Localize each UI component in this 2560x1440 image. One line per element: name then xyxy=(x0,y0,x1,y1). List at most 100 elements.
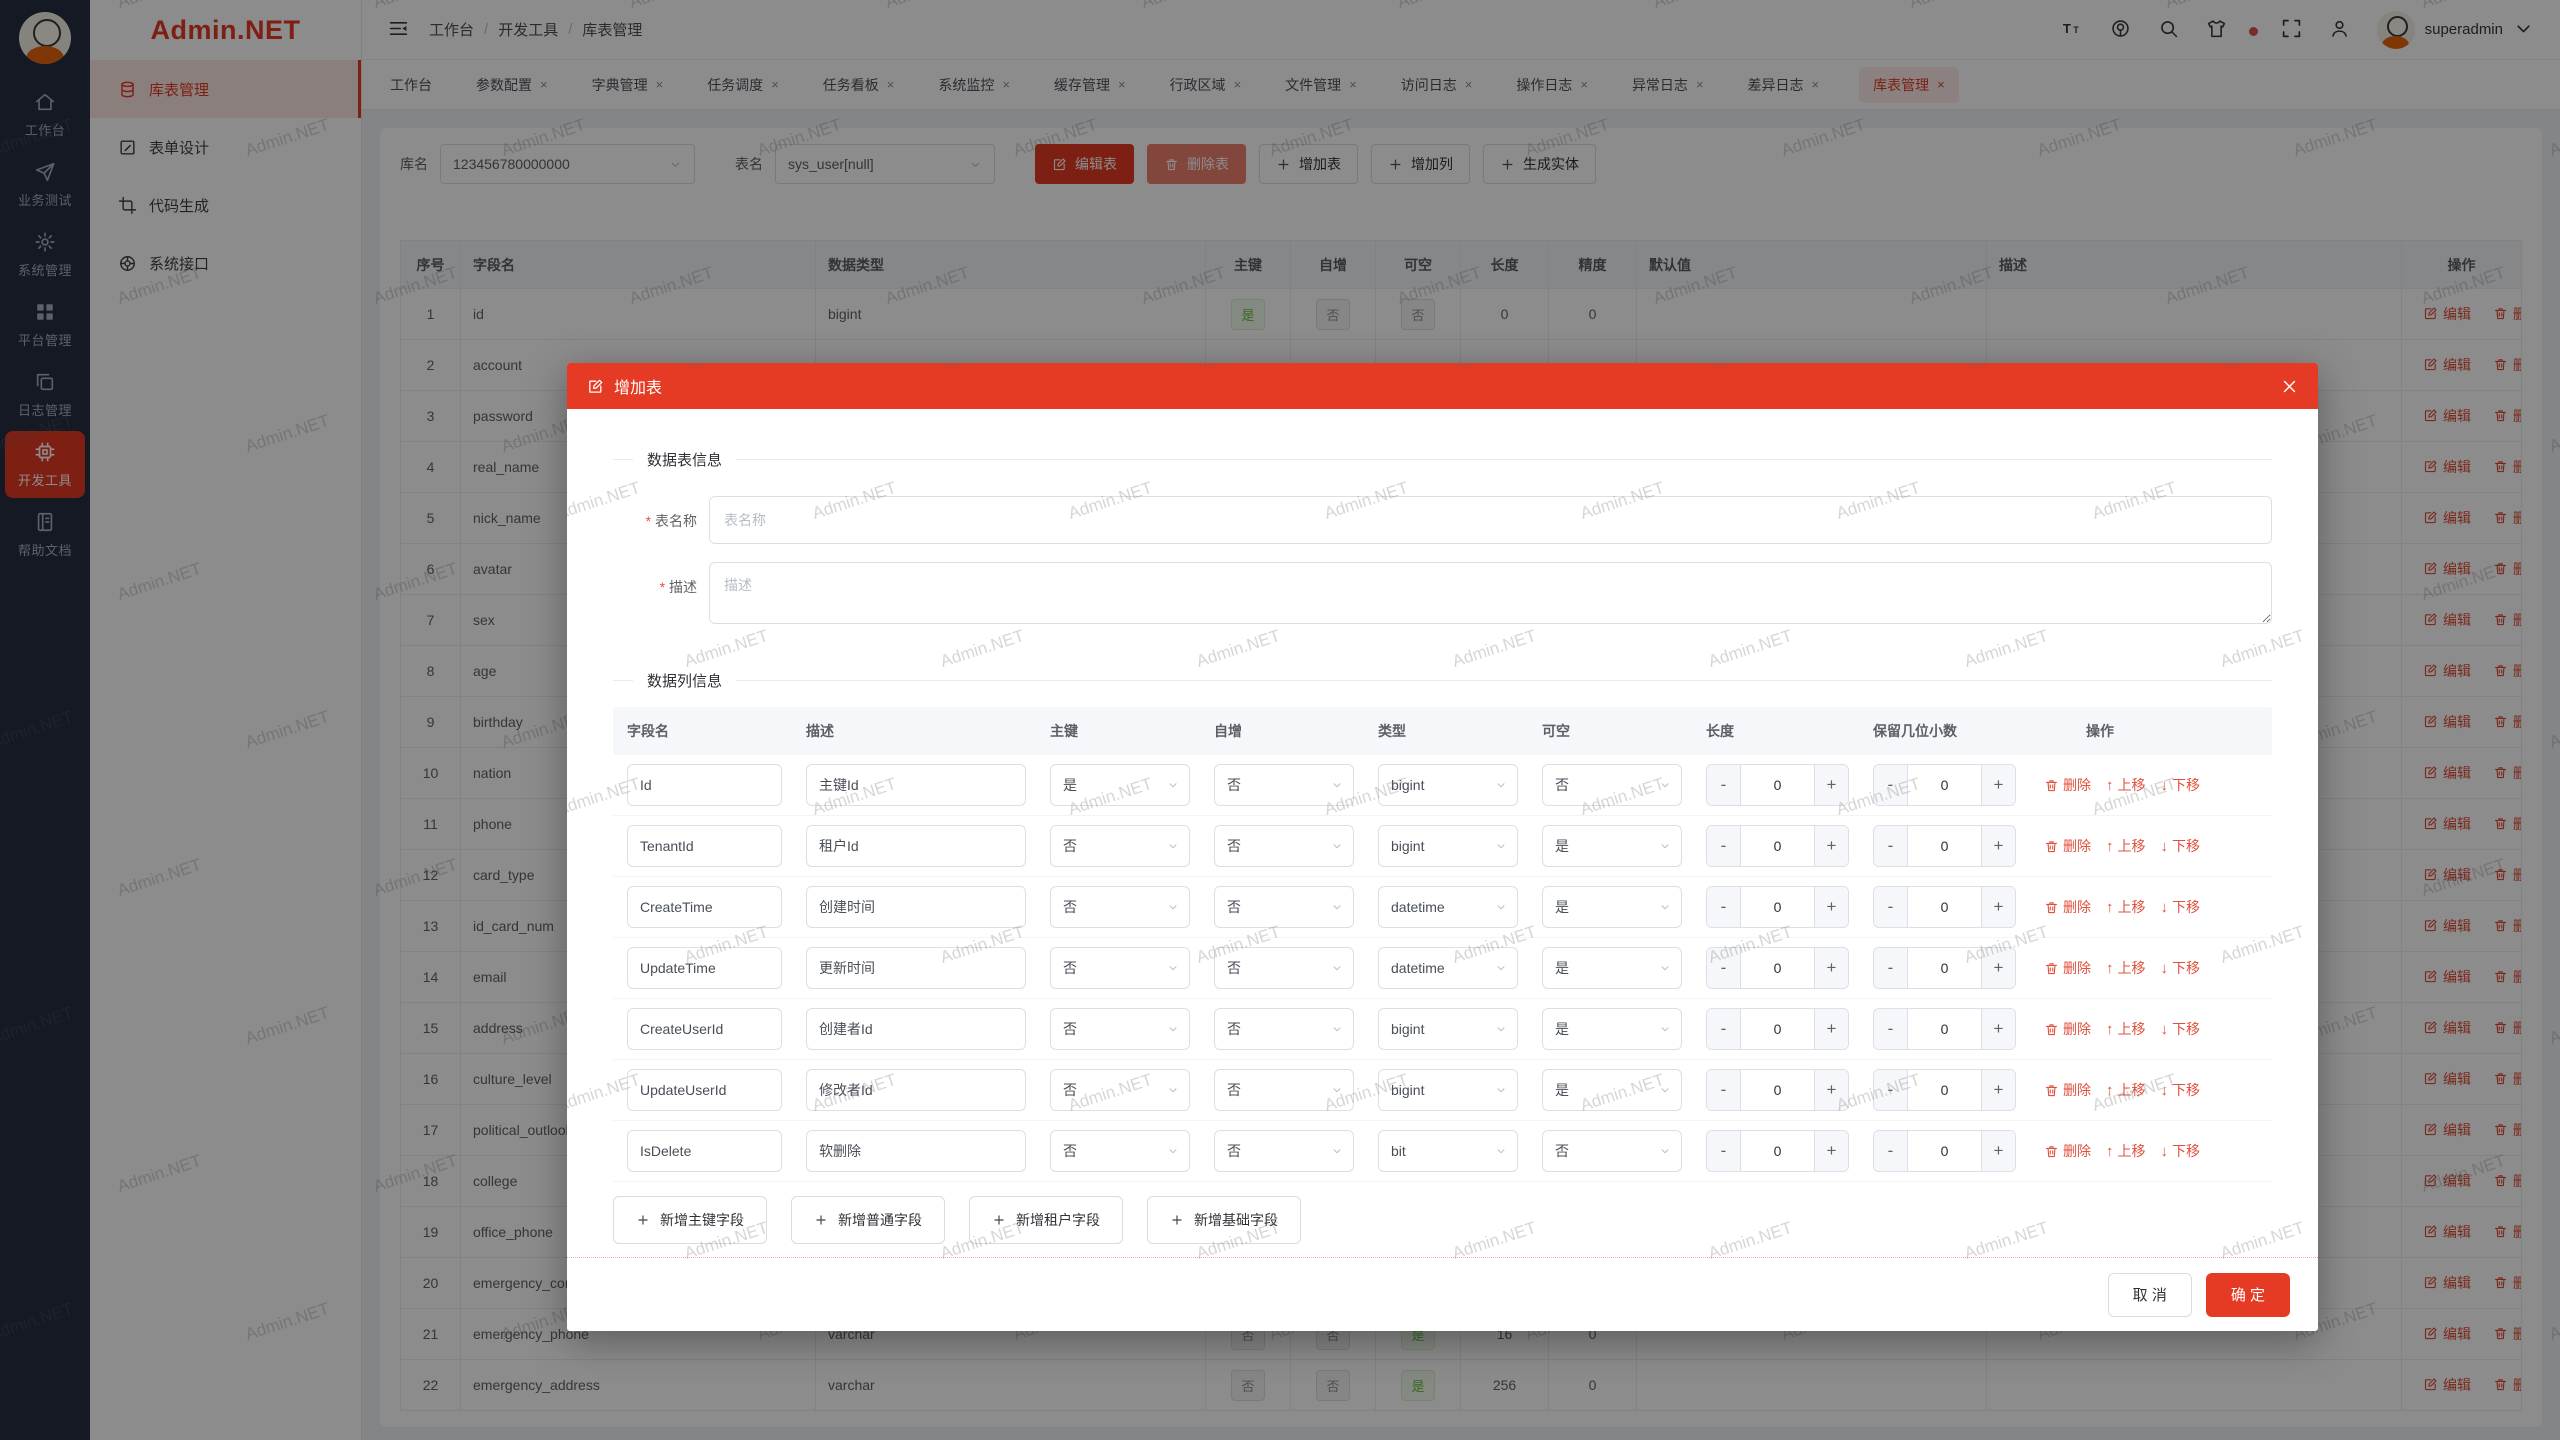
tab-close-icon[interactable]: × xyxy=(1695,77,1704,92)
sidebar-item-1[interactable]: 表单设计 xyxy=(90,118,361,176)
row-delete-button[interactable]: 删除 xyxy=(2493,355,2521,375)
rail-item-0[interactable]: 工作台 xyxy=(5,81,85,148)
row-delete-button[interactable]: 删除 xyxy=(2493,814,2521,834)
autoincrement-select[interactable]: 否 xyxy=(1214,1008,1354,1050)
decimals-stepper[interactable]: - 0 + xyxy=(1873,1130,2016,1172)
plus-icon[interactable]: + xyxy=(1814,887,1848,927)
dialog-close-icon[interactable] xyxy=(2281,378,2298,395)
type-select[interactable]: bigint xyxy=(1378,1008,1518,1050)
tab-close-icon[interactable]: × xyxy=(1580,77,1588,92)
minus-icon[interactable]: - xyxy=(1874,948,1908,988)
row-delete-button[interactable]: 删除 xyxy=(2493,1222,2521,1242)
type-select[interactable]: bigint xyxy=(1378,1069,1518,1111)
nullable-select[interactable]: 否 xyxy=(1542,764,1682,806)
length-stepper[interactable]: - 0 + xyxy=(1706,1008,1849,1050)
plus-icon[interactable]: + xyxy=(1981,765,2015,805)
row-delete-button[interactable]: 删除 xyxy=(2493,1375,2521,1395)
autoincrement-select[interactable]: 否 xyxy=(1214,1130,1354,1172)
col-move-up-button[interactable]: ↑ 上移 xyxy=(2106,898,2146,916)
add-tenant-field-button[interactable]: 新增租户字段 xyxy=(969,1196,1123,1244)
decimals-stepper[interactable]: - 0 + xyxy=(1873,825,2016,867)
autoincrement-select[interactable]: 否 xyxy=(1214,825,1354,867)
row-delete-button[interactable]: 删除 xyxy=(2493,610,2521,630)
minus-icon[interactable]: - xyxy=(1707,765,1741,805)
rail-item-3[interactable]: 平台管理 xyxy=(5,291,85,358)
col-delete-button[interactable]: 删除 xyxy=(2044,1141,2091,1161)
row-delete-button[interactable]: 删除 xyxy=(2493,559,2521,579)
row-delete-button[interactable]: 删除 xyxy=(2493,661,2521,681)
row-edit-button[interactable]: 编辑 xyxy=(2423,661,2471,681)
row-edit-button[interactable]: 编辑 xyxy=(2423,610,2471,630)
rail-item-4[interactable]: 日志管理 xyxy=(5,361,85,428)
row-edit-button[interactable]: 编辑 xyxy=(2423,1069,2471,1089)
tab-item[interactable]: 任务看板 × xyxy=(819,67,899,103)
autoincrement-select[interactable]: 否 xyxy=(1214,1069,1354,1111)
autoincrement-select[interactable]: 否 xyxy=(1214,764,1354,806)
pk-select[interactable]: 否 xyxy=(1050,886,1190,928)
field-desc-input[interactable] xyxy=(806,886,1026,928)
field-desc-input[interactable] xyxy=(806,1069,1026,1111)
search-icon[interactable] xyxy=(2158,18,2179,42)
minus-icon[interactable]: - xyxy=(1874,1131,1908,1171)
col-move-down-button[interactable]: ↓ 下移 xyxy=(2160,898,2201,916)
col-move-up-button[interactable]: ↑ 上移 xyxy=(2106,1081,2146,1099)
minus-icon[interactable]: - xyxy=(1707,1070,1741,1110)
tab-item[interactable]: 缓存管理 × xyxy=(1050,67,1130,103)
tab-item[interactable]: 工作台 xyxy=(386,67,436,103)
tab-close-icon[interactable]: × xyxy=(1464,77,1473,92)
row-edit-button[interactable]: 编辑 xyxy=(2423,1222,2471,1242)
add-pk-field-button[interactable]: 新增主键字段 xyxy=(613,1196,767,1244)
confirm-button[interactable]: 确 定 xyxy=(2205,1272,2290,1317)
col-delete-button[interactable]: 删除 xyxy=(2044,836,2091,856)
db-select[interactable]: 123456780000000 xyxy=(440,144,695,184)
row-delete-button[interactable]: 删除 xyxy=(2493,712,2521,732)
col-delete-button[interactable]: 删除 xyxy=(2044,775,2091,795)
col-move-down-button[interactable]: ↓ 下移 xyxy=(2160,1020,2201,1038)
plus-icon[interactable]: + xyxy=(1981,1070,2015,1110)
row-delete-button[interactable]: 删除 xyxy=(2493,406,2521,426)
delete-table-button[interactable]: 删除表 xyxy=(1147,144,1246,184)
minus-icon[interactable]: - xyxy=(1707,1131,1741,1171)
decimals-stepper[interactable]: - 0 + xyxy=(1873,764,2016,806)
tab-item[interactable]: 访问日志 × xyxy=(1397,67,1477,103)
nullable-select[interactable]: 是 xyxy=(1542,947,1682,989)
tab-item[interactable]: 任务调度 × xyxy=(703,67,783,103)
plus-icon[interactable]: + xyxy=(1981,1131,2015,1171)
row-edit-button[interactable]: 编辑 xyxy=(2423,1375,2471,1395)
tab-item[interactable]: 差异日志 × xyxy=(1744,67,1824,103)
tab-close-icon[interactable]: × xyxy=(1811,77,1820,92)
col-delete-button[interactable]: 删除 xyxy=(2044,897,2091,917)
pk-select[interactable]: 否 xyxy=(1050,1069,1190,1111)
type-select[interactable]: datetime xyxy=(1378,947,1518,989)
table-name-input[interactable] xyxy=(709,496,2272,544)
row-delete-button[interactable]: 删除 xyxy=(2493,1273,2521,1293)
row-delete-button[interactable]: 删除 xyxy=(2493,457,2521,477)
row-delete-button[interactable]: 删除 xyxy=(2493,1171,2521,1191)
minus-icon[interactable]: - xyxy=(1707,1009,1741,1049)
autoincrement-select[interactable]: 否 xyxy=(1214,947,1354,989)
plus-icon[interactable]: + xyxy=(1814,948,1848,988)
sidebar-item-2[interactable]: 代码生成 xyxy=(90,176,361,234)
pk-select[interactable]: 否 xyxy=(1050,947,1190,989)
theme-shirt-icon[interactable] xyxy=(2206,18,2227,42)
cancel-button[interactable]: 取 消 xyxy=(2107,1272,2192,1317)
col-delete-button[interactable]: 删除 xyxy=(2044,1080,2091,1100)
sidebar-item-3[interactable]: 系统接口 xyxy=(90,234,361,292)
nullable-select[interactable]: 否 xyxy=(1542,1130,1682,1172)
row-edit-button[interactable]: 编辑 xyxy=(2423,814,2471,834)
length-stepper[interactable]: - 0 + xyxy=(1706,764,1849,806)
row-edit-button[interactable]: 编辑 xyxy=(2423,304,2471,324)
tab-close-icon[interactable]: × xyxy=(1117,77,1126,92)
decimals-stepper[interactable]: - 0 + xyxy=(1873,1008,2016,1050)
language-globe-icon[interactable] xyxy=(2110,18,2131,42)
edit-table-button[interactable]: 编辑表 xyxy=(1035,144,1134,184)
autoincrement-select[interactable]: 否 xyxy=(1214,886,1354,928)
length-stepper[interactable]: - 0 + xyxy=(1706,825,1849,867)
row-edit-button[interactable]: 编辑 xyxy=(2423,406,2471,426)
row-delete-button[interactable]: 删除 xyxy=(2493,967,2521,987)
row-delete-button[interactable]: 删除 xyxy=(2493,916,2521,936)
col-move-up-button[interactable]: ↑ 上移 xyxy=(2106,1020,2146,1038)
rail-item-5[interactable]: 开发工具 xyxy=(5,431,85,498)
plus-icon[interactable]: + xyxy=(1814,826,1848,866)
field-name-input[interactable] xyxy=(627,764,782,806)
